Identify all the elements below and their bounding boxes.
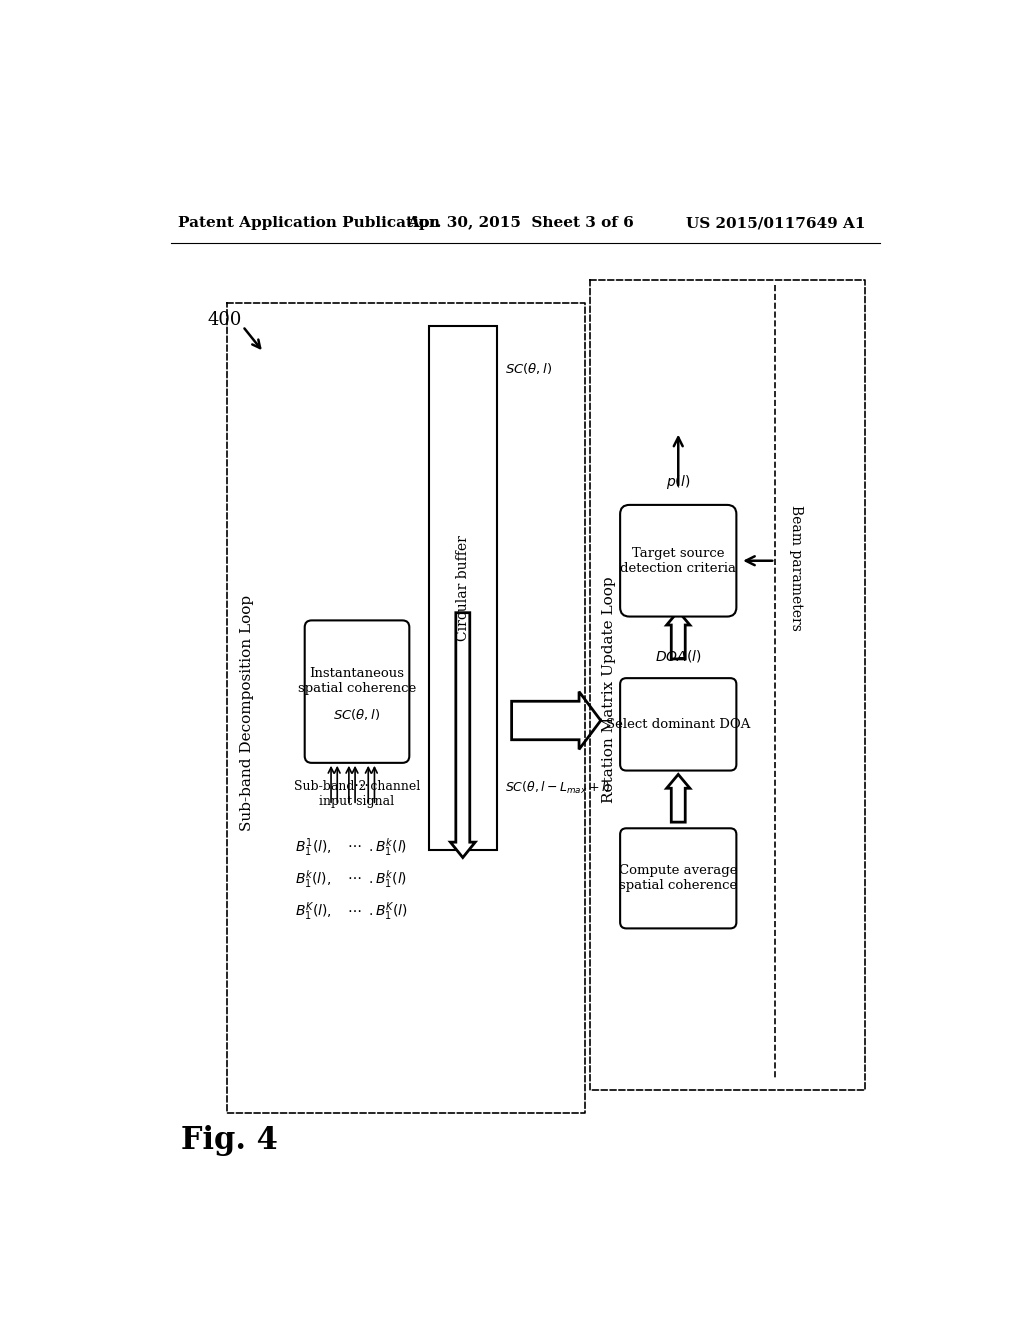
Text: $DOA(l)$: $DOA(l)$ — [655, 648, 701, 664]
Text: $.B_1^k(l)$: $.B_1^k(l)$ — [369, 836, 408, 858]
FancyBboxPatch shape — [621, 506, 736, 616]
Text: $.B_1^K(l)$: $.B_1^K(l)$ — [369, 900, 408, 923]
Text: $B_1^K(l),$: $B_1^K(l),$ — [295, 900, 332, 923]
Text: Beam parameters: Beam parameters — [790, 506, 803, 631]
Text: Apr. 30, 2015  Sheet 3 of 6: Apr. 30, 2015 Sheet 3 of 6 — [407, 216, 634, 230]
FancyArrow shape — [667, 611, 690, 659]
Text: $B_1^1(l),$: $B_1^1(l),$ — [295, 836, 332, 858]
Text: $\ldots$: $\ldots$ — [347, 869, 361, 882]
FancyBboxPatch shape — [621, 678, 736, 771]
Text: Target source
detection criteria: Target source detection criteria — [621, 546, 736, 574]
FancyBboxPatch shape — [305, 620, 410, 763]
Text: $SC(\theta, l - L_{max} + l)$: $SC(\theta, l - L_{max} + l)$ — [505, 780, 610, 796]
FancyArrow shape — [512, 692, 601, 750]
Text: Rotation Matrix Update Loop: Rotation Matrix Update Loop — [602, 577, 616, 803]
Text: Instantaneous
spatial coherence: Instantaneous spatial coherence — [298, 667, 416, 694]
Text: Circular buffer: Circular buffer — [456, 535, 470, 642]
FancyArrow shape — [451, 612, 475, 858]
Text: Sub-band Decomposition Loop: Sub-band Decomposition Loop — [241, 595, 254, 830]
Text: Fig. 4: Fig. 4 — [180, 1125, 278, 1156]
Text: US 2015/0117649 A1: US 2015/0117649 A1 — [686, 216, 865, 230]
Text: $SC(\theta,l)$: $SC(\theta,l)$ — [333, 708, 381, 722]
Text: $.B_1^k(l)$: $.B_1^k(l)$ — [369, 869, 408, 890]
Text: Select dominant DOA: Select dominant DOA — [606, 718, 751, 731]
FancyArrow shape — [667, 775, 690, 822]
Text: Compute average
spatial coherence: Compute average spatial coherence — [618, 865, 737, 892]
Text: $p(l)$: $p(l)$ — [666, 473, 690, 491]
Text: Patent Application Publication: Patent Application Publication — [178, 216, 440, 230]
Text: Sub-band 2 channel
input signal: Sub-band 2 channel input signal — [294, 780, 420, 808]
Text: $\ldots$: $\ldots$ — [347, 900, 361, 915]
Text: $\cdots$: $\cdots$ — [353, 777, 369, 792]
Bar — [429, 326, 497, 850]
Text: $\ldots$: $\ldots$ — [347, 836, 361, 850]
Text: $SC(\theta,l)$: $SC(\theta,l)$ — [505, 362, 552, 376]
FancyBboxPatch shape — [621, 829, 736, 928]
Text: $B_1^k(l),$: $B_1^k(l),$ — [295, 869, 331, 890]
Text: 400: 400 — [208, 312, 243, 329]
